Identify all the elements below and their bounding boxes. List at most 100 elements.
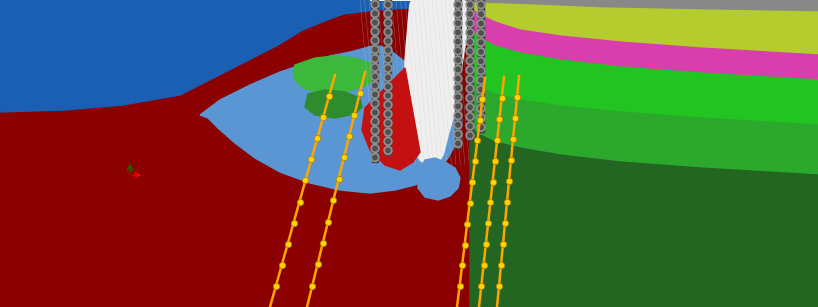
Circle shape xyxy=(373,11,377,16)
Circle shape xyxy=(384,128,392,136)
Circle shape xyxy=(468,30,472,35)
Circle shape xyxy=(454,84,462,92)
Circle shape xyxy=(386,48,390,52)
Circle shape xyxy=(468,49,472,53)
Circle shape xyxy=(386,112,390,116)
Circle shape xyxy=(373,65,377,70)
Circle shape xyxy=(456,12,461,16)
Circle shape xyxy=(456,86,461,90)
Circle shape xyxy=(456,39,461,44)
Circle shape xyxy=(454,56,462,64)
Circle shape xyxy=(384,55,392,63)
Circle shape xyxy=(386,57,390,61)
Bar xyxy=(478,0,484,132)
Circle shape xyxy=(477,57,485,65)
Circle shape xyxy=(468,21,472,25)
Circle shape xyxy=(477,1,485,9)
Polygon shape xyxy=(200,45,462,193)
Polygon shape xyxy=(418,158,460,200)
Circle shape xyxy=(373,38,377,43)
Circle shape xyxy=(384,37,392,45)
Circle shape xyxy=(386,66,390,71)
Polygon shape xyxy=(470,128,818,307)
Circle shape xyxy=(479,2,483,7)
Circle shape xyxy=(456,141,461,146)
Circle shape xyxy=(386,84,390,89)
Circle shape xyxy=(371,18,379,26)
Circle shape xyxy=(477,123,485,131)
Circle shape xyxy=(384,19,392,27)
Circle shape xyxy=(468,58,472,63)
Circle shape xyxy=(456,113,461,118)
Circle shape xyxy=(373,56,377,61)
Circle shape xyxy=(371,55,379,63)
Circle shape xyxy=(466,10,474,18)
Circle shape xyxy=(479,59,483,64)
Circle shape xyxy=(454,38,462,46)
Circle shape xyxy=(468,105,472,110)
Circle shape xyxy=(454,121,462,129)
Circle shape xyxy=(373,83,377,88)
Circle shape xyxy=(477,67,485,75)
Circle shape xyxy=(479,12,483,16)
Polygon shape xyxy=(468,3,818,55)
Polygon shape xyxy=(470,30,818,125)
Circle shape xyxy=(479,87,483,92)
Circle shape xyxy=(371,91,379,99)
Circle shape xyxy=(466,38,474,46)
Circle shape xyxy=(466,85,474,93)
Circle shape xyxy=(384,1,392,9)
Circle shape xyxy=(371,108,379,116)
Polygon shape xyxy=(305,90,362,118)
Circle shape xyxy=(384,73,392,81)
Circle shape xyxy=(479,50,483,54)
Circle shape xyxy=(386,11,390,16)
Circle shape xyxy=(371,72,379,80)
Circle shape xyxy=(454,102,462,111)
Circle shape xyxy=(384,146,392,154)
Circle shape xyxy=(454,1,462,9)
Bar xyxy=(372,0,378,162)
Circle shape xyxy=(371,64,379,72)
Circle shape xyxy=(456,76,461,81)
Circle shape xyxy=(454,75,462,83)
Bar xyxy=(385,0,391,155)
Circle shape xyxy=(477,114,485,122)
Circle shape xyxy=(386,75,390,80)
Circle shape xyxy=(454,65,462,73)
Circle shape xyxy=(386,139,390,144)
Circle shape xyxy=(373,128,377,133)
Circle shape xyxy=(477,86,485,94)
Circle shape xyxy=(386,39,390,43)
Circle shape xyxy=(466,19,474,27)
Circle shape xyxy=(466,131,474,139)
Circle shape xyxy=(468,12,472,16)
Circle shape xyxy=(479,78,483,82)
Circle shape xyxy=(466,66,474,74)
Circle shape xyxy=(384,101,392,109)
Circle shape xyxy=(466,29,474,37)
Circle shape xyxy=(456,123,461,127)
Circle shape xyxy=(479,116,483,120)
Circle shape xyxy=(456,67,461,72)
Circle shape xyxy=(477,76,485,84)
Circle shape xyxy=(466,122,474,130)
Circle shape xyxy=(454,47,462,55)
Circle shape xyxy=(454,112,462,120)
Polygon shape xyxy=(470,80,818,175)
Circle shape xyxy=(386,121,390,125)
Circle shape xyxy=(371,126,379,134)
Circle shape xyxy=(456,30,461,35)
Bar xyxy=(455,0,461,148)
Circle shape xyxy=(386,94,390,98)
Circle shape xyxy=(384,64,392,72)
Circle shape xyxy=(371,1,379,9)
Circle shape xyxy=(386,103,390,107)
Circle shape xyxy=(468,87,472,91)
Circle shape xyxy=(468,40,472,44)
Polygon shape xyxy=(370,0,475,168)
Circle shape xyxy=(373,155,377,160)
Circle shape xyxy=(456,104,461,109)
Circle shape xyxy=(373,137,377,142)
Circle shape xyxy=(477,29,485,37)
